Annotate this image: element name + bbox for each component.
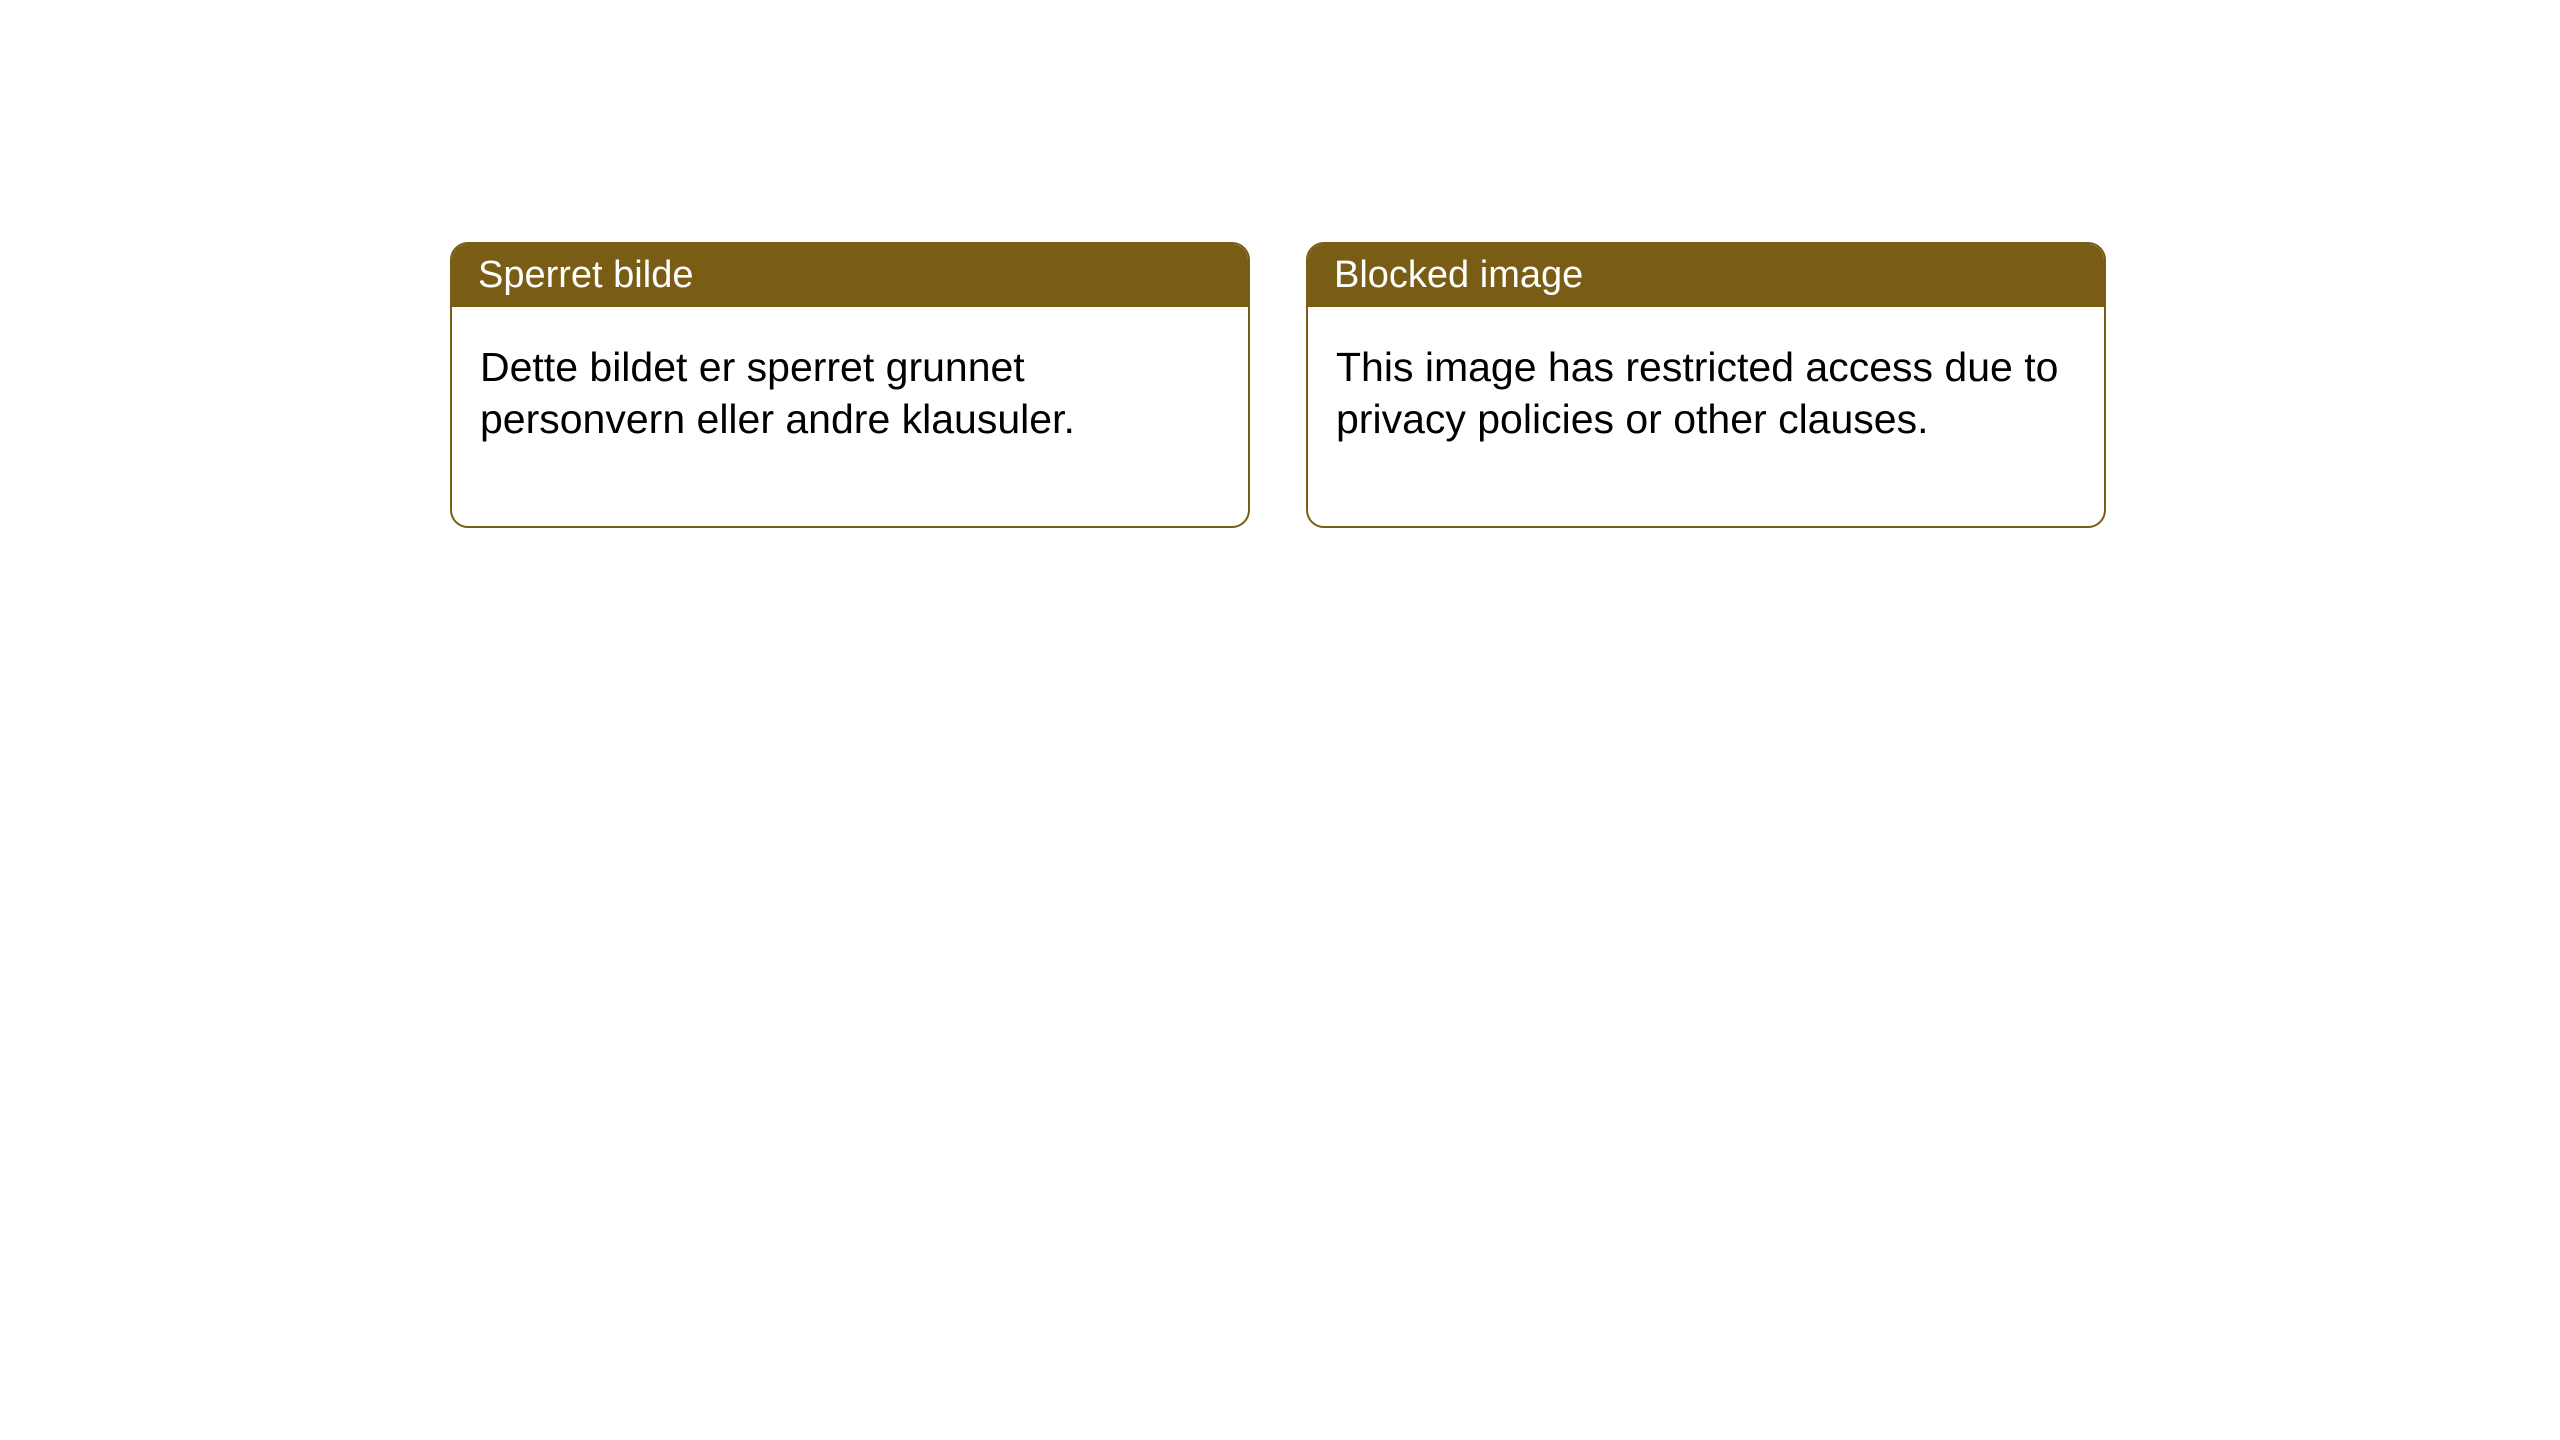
card-title: Blocked image — [1334, 254, 1583, 296]
card-body: Dette bildet er sperret grunnet personve… — [452, 307, 1248, 526]
card-body-text: Dette bildet er sperret grunnet personve… — [480, 344, 1075, 442]
card-header: Blocked image — [1308, 244, 2104, 307]
notice-cards-container: Sperret bilde Dette bildet er sperret gr… — [450, 242, 2106, 528]
card-body-text: This image has restricted access due to … — [1336, 344, 2058, 442]
card-header: Sperret bilde — [452, 244, 1248, 307]
card-body: This image has restricted access due to … — [1308, 307, 2104, 526]
notice-card-english: Blocked image This image has restricted … — [1306, 242, 2106, 528]
card-title: Sperret bilde — [478, 254, 693, 296]
notice-card-norwegian: Sperret bilde Dette bildet er sperret gr… — [450, 242, 1250, 528]
